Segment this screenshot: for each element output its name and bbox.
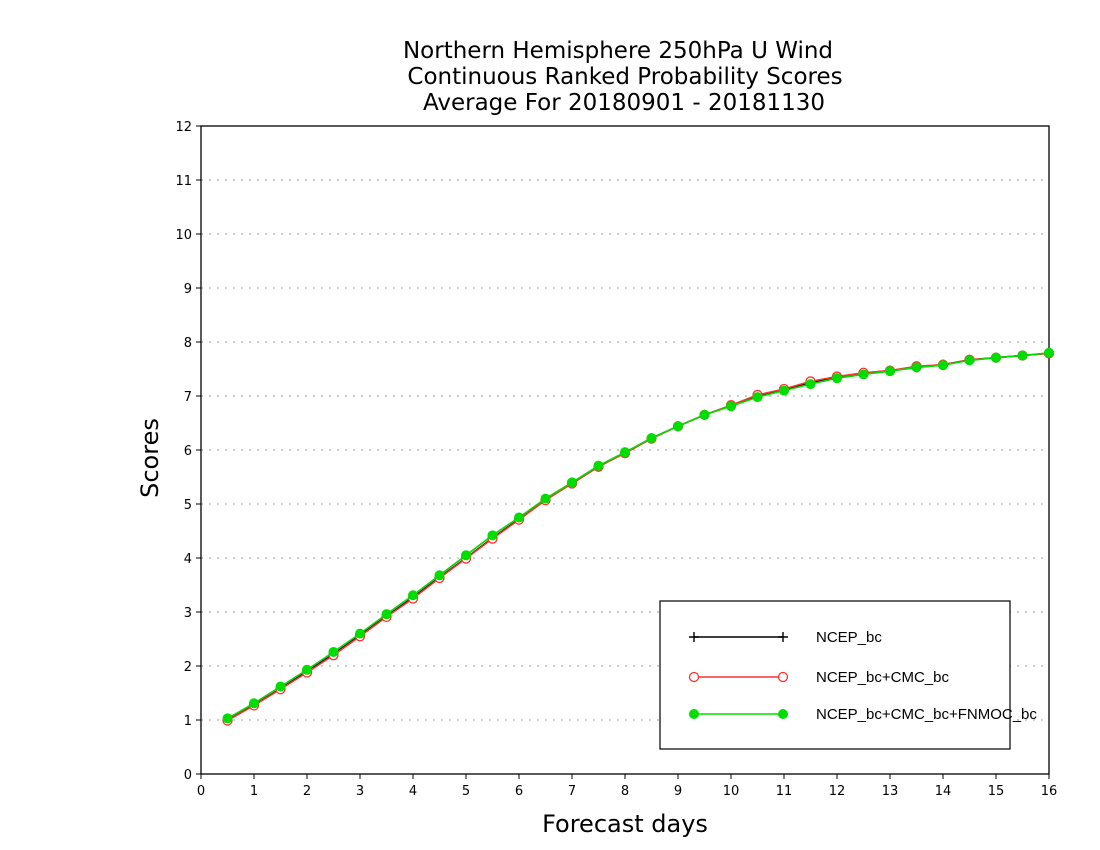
data-point	[540, 493, 551, 504]
legend-entries: NCEP_bc NCEP_bc+CMC_bc NCEP_bc+CMC_bc+FNMO…	[688, 629, 1037, 723]
y-tick-label: 9	[184, 282, 192, 297]
data-point	[408, 590, 418, 601]
data-point	[699, 409, 710, 420]
data-point	[567, 477, 577, 488]
series-layer	[222, 347, 1055, 726]
chart-title-line-1: Northern Hemisphere 250hPa U Wind	[403, 38, 833, 64]
data-point	[805, 379, 816, 390]
legend: NCEP_bc NCEP_bc+CMC_bc NCEP_bc+CMC_bc+FNMO…	[659, 600, 1037, 750]
legend-label: NCEP_bc+CMC_bc	[816, 669, 949, 686]
y-tick-label: 0	[184, 768, 192, 783]
data-point	[1017, 350, 1028, 361]
y-tick-label: 6	[184, 444, 192, 459]
x-axis-ticks: 0 1 2 3 4 5 6 7 8 9 10 11 12 13 14 15 16	[197, 774, 1057, 799]
data-point	[593, 460, 604, 471]
legend-label: NCEP_bc+CMC_bc+FNMOC_bc	[816, 706, 1037, 723]
legend-marker	[689, 632, 699, 642]
legend-marker	[777, 671, 789, 683]
y-tick-label: 2	[184, 660, 192, 675]
legend-marker	[778, 709, 788, 719]
y-tick-label: 1	[184, 714, 192, 729]
data-point	[646, 433, 657, 444]
x-tick-label: 13	[882, 784, 899, 799]
x-tick-label: 4	[409, 784, 417, 799]
data-point	[275, 681, 286, 692]
legend-marker	[778, 632, 788, 642]
x-tick-label: 1	[250, 784, 258, 799]
data-point	[302, 664, 312, 675]
y-tick-label: 4	[184, 552, 192, 567]
data-point	[911, 362, 922, 373]
data-point	[1044, 347, 1054, 358]
data-point	[620, 447, 630, 458]
x-tick-label: 6	[515, 784, 523, 799]
legend-marker	[689, 709, 699, 719]
y-tick-label: 11	[175, 174, 192, 189]
x-tick-label: 5	[462, 784, 470, 799]
x-tick-label: 16	[1041, 784, 1058, 799]
data-point	[752, 392, 763, 403]
legend-entry-2: NCEP_bc+CMC_bc	[688, 669, 949, 686]
x-tick-label: 2	[303, 784, 311, 799]
x-tick-label: 9	[674, 784, 682, 799]
data-point	[461, 550, 471, 561]
y-tick-label: 7	[184, 390, 192, 405]
x-tick-label: 15	[988, 784, 1005, 799]
y-tick-label: 5	[184, 498, 192, 513]
legend-box	[659, 600, 1011, 750]
data-point	[434, 570, 445, 581]
x-tick-label: 8	[621, 784, 629, 799]
x-tick-label: 11	[776, 784, 793, 799]
y-tick-label: 8	[184, 336, 192, 351]
chart-title-line-3: Average For 20180901 - 20181130	[423, 90, 825, 116]
plot-frame	[200, 125, 1050, 775]
x-tick-label: 0	[197, 784, 205, 799]
y-tick-label: 10	[175, 228, 192, 243]
x-tick-label: 7	[568, 784, 576, 799]
data-point	[726, 401, 736, 412]
data-point	[885, 366, 895, 377]
data-point	[938, 360, 948, 371]
x-tick-label: 12	[829, 784, 846, 799]
y-tick-label: 3	[184, 606, 192, 621]
data-point	[328, 646, 339, 657]
legend-marker	[688, 671, 700, 683]
data-point	[673, 421, 683, 432]
data-point	[249, 698, 259, 709]
chart-title: Northern Hemisphere 250hPa U Wind Contin…	[403, 38, 843, 116]
data-point	[964, 355, 975, 366]
data-point	[487, 530, 498, 541]
series-3	[222, 347, 1054, 724]
x-axis-label: Forecast days	[542, 810, 708, 838]
chart-title-line-2: Continuous Ranked Probability Scores	[407, 64, 842, 90]
data-point	[991, 352, 1001, 363]
x-tick-label: 14	[935, 784, 952, 799]
legend-entry-1: NCEP_bc	[689, 629, 882, 646]
data-point	[381, 609, 392, 620]
x-tick-label: 10	[723, 784, 740, 799]
data-point	[779, 385, 789, 396]
data-point	[222, 713, 233, 724]
data-point	[514, 512, 524, 523]
legend-entry-3: NCEP_bc+CMC_bc+FNMOC_bc	[689, 706, 1037, 723]
data-point	[832, 373, 842, 384]
x-tick-label: 3	[356, 784, 364, 799]
legend-label: NCEP_bc	[816, 629, 882, 646]
data-point	[858, 369, 869, 380]
data-point	[355, 628, 365, 639]
y-tick-label: 12	[175, 120, 192, 135]
y-axis-label: Scores	[136, 418, 164, 498]
